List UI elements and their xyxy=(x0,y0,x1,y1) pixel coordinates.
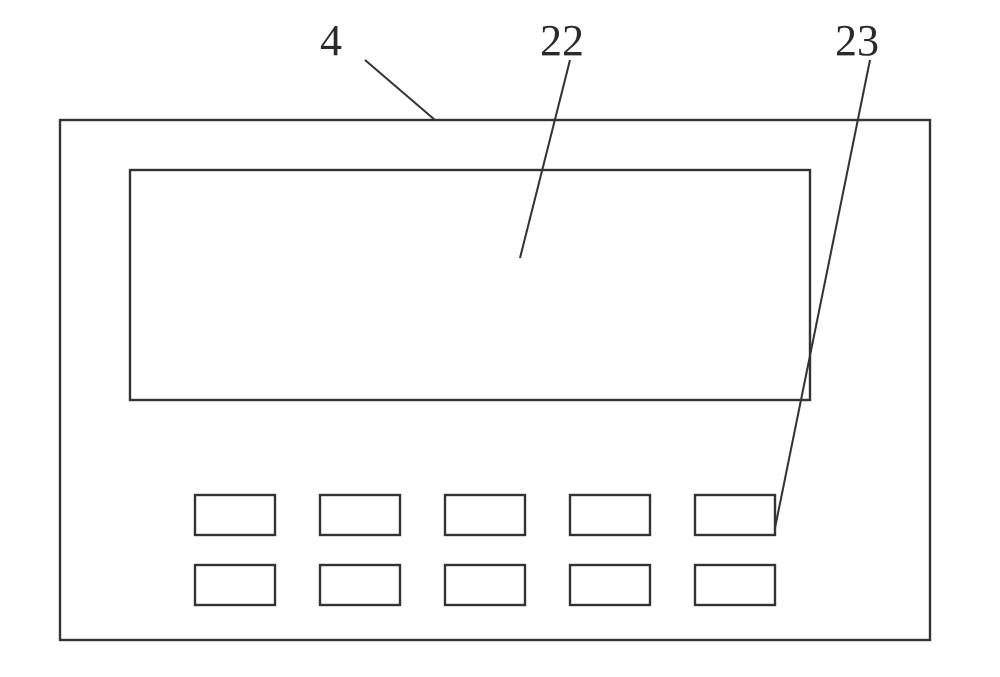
display-screen xyxy=(130,170,810,400)
callout-leader xyxy=(775,60,870,528)
keypad-button[interactable] xyxy=(695,495,775,535)
button-grid xyxy=(195,495,775,605)
diagram-canvas: 4 22 23 xyxy=(0,0,1000,677)
callout-label: 4 xyxy=(320,16,342,65)
callout-leader xyxy=(365,60,435,120)
callout-label: 23 xyxy=(835,16,879,65)
keypad-button[interactable] xyxy=(570,565,650,605)
keypad-button[interactable] xyxy=(445,495,525,535)
device-panel xyxy=(60,120,930,640)
keypad-button[interactable] xyxy=(320,565,400,605)
callout-leader xyxy=(520,60,570,258)
keypad-button[interactable] xyxy=(695,565,775,605)
keypad-button[interactable] xyxy=(320,495,400,535)
callouts: 4 22 23 xyxy=(320,16,879,528)
callout-label: 22 xyxy=(540,16,584,65)
keypad-button[interactable] xyxy=(445,565,525,605)
keypad-button[interactable] xyxy=(570,495,650,535)
keypad-button[interactable] xyxy=(195,495,275,535)
keypad-button[interactable] xyxy=(195,565,275,605)
